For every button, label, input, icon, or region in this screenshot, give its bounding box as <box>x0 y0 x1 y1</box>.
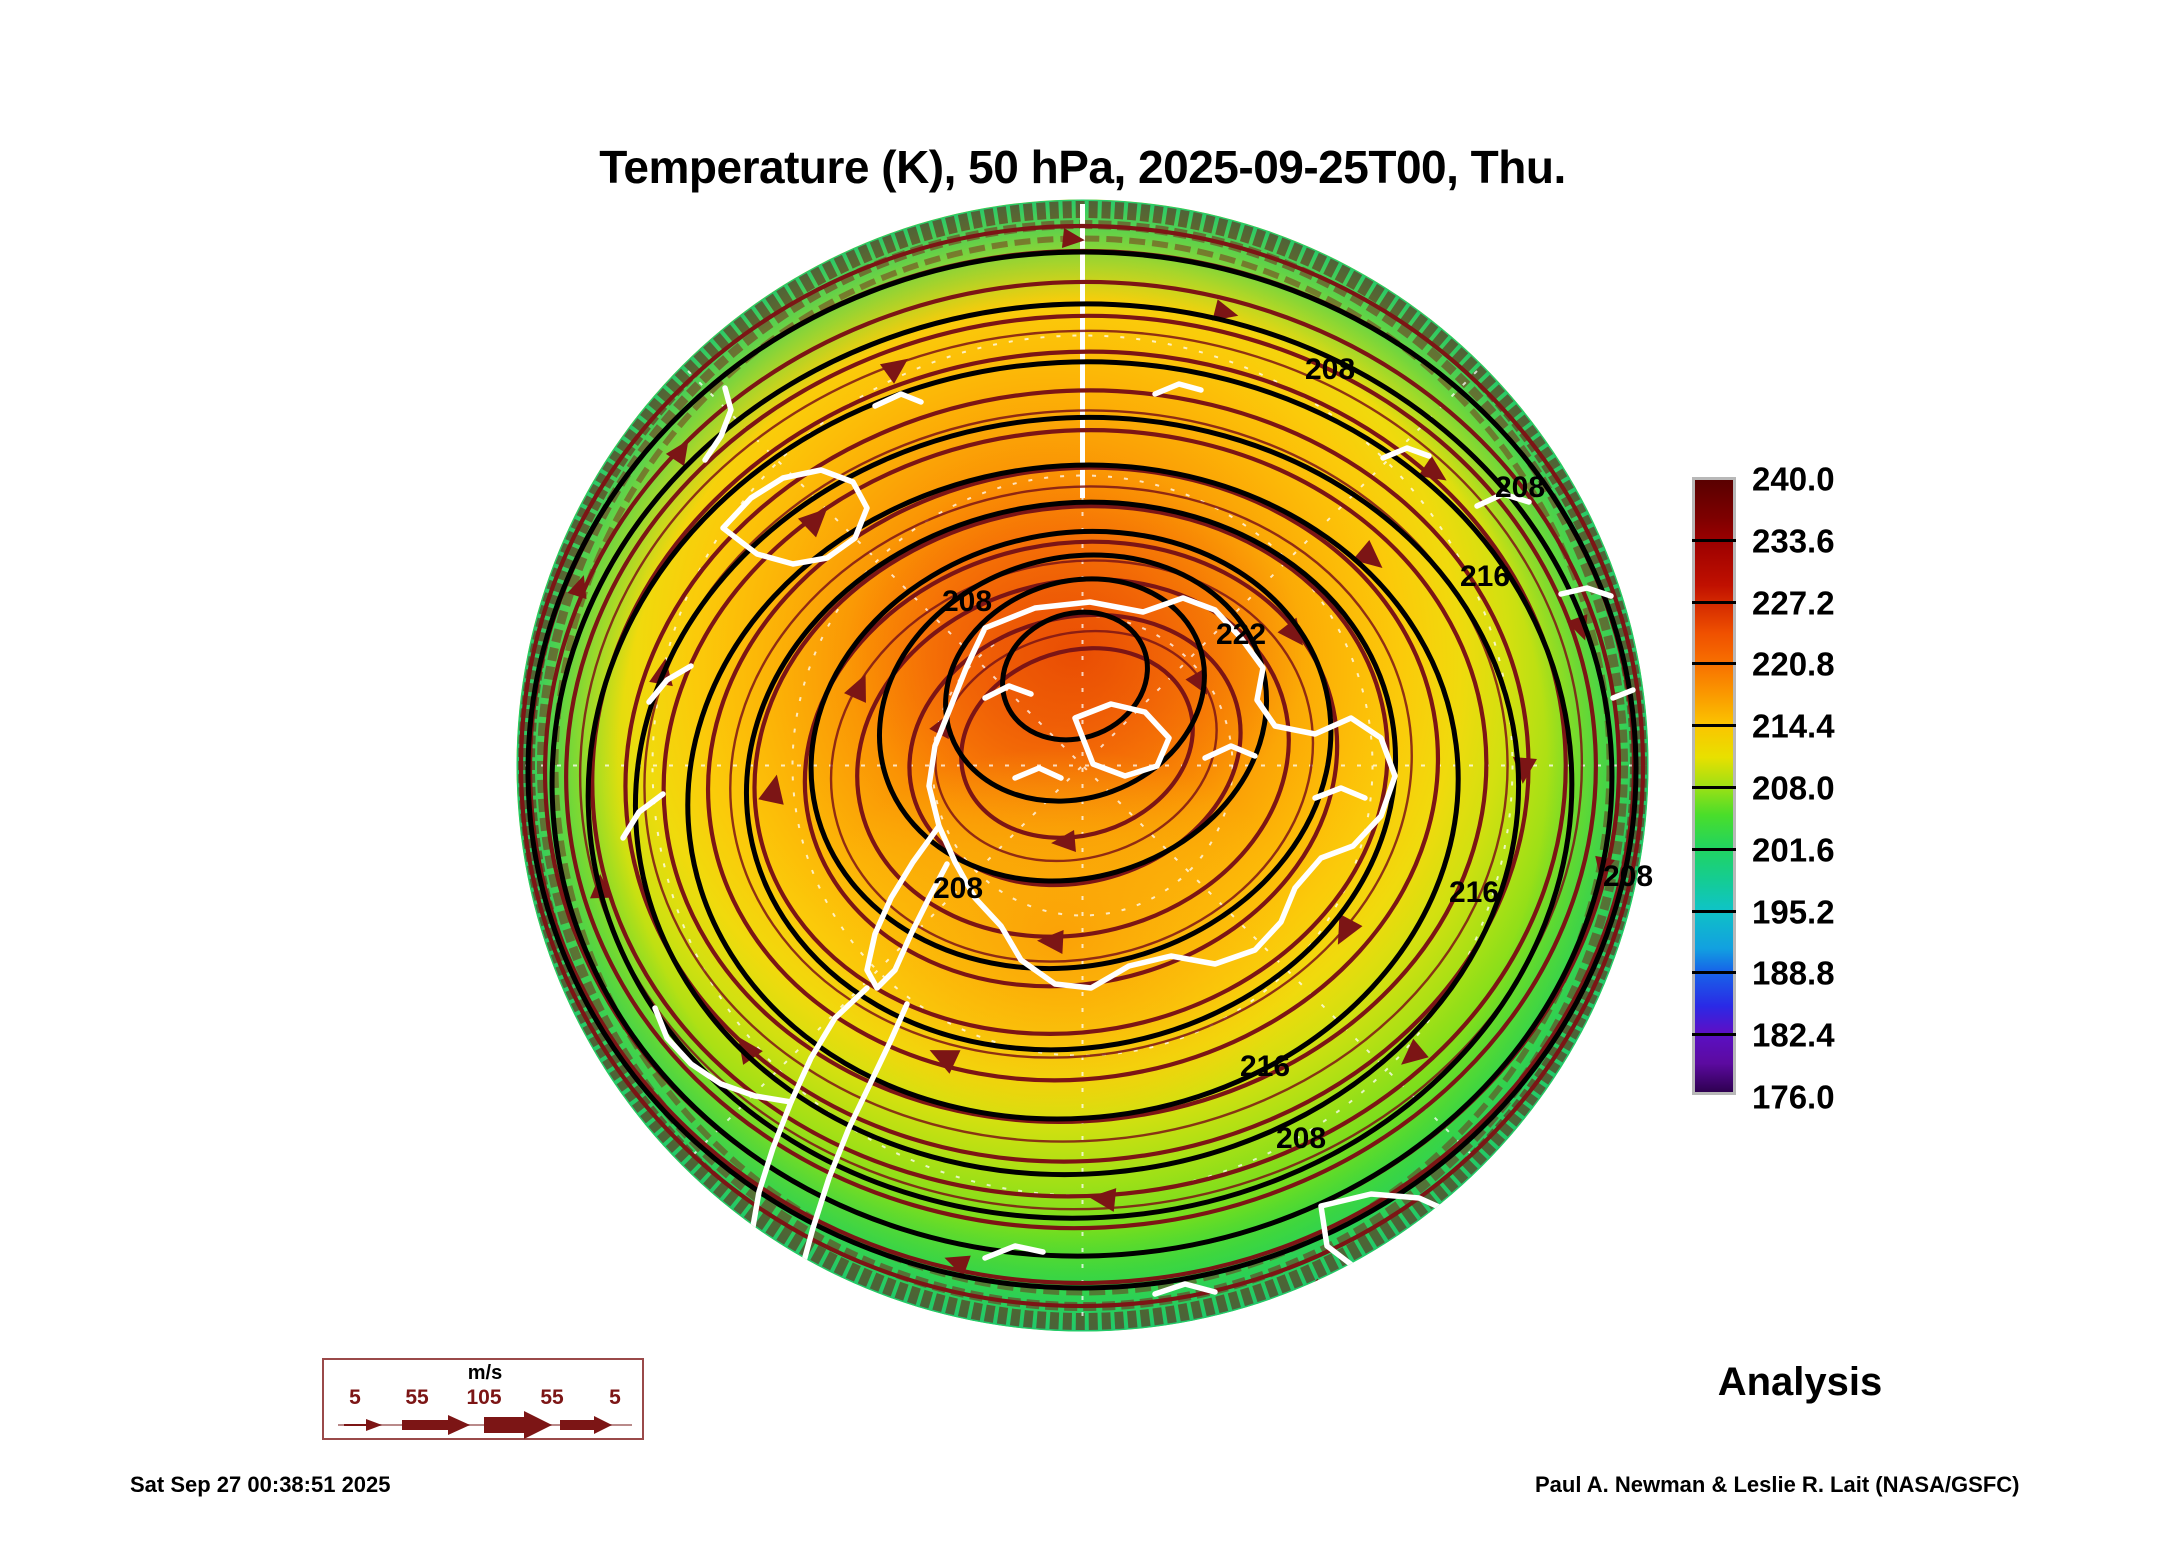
colorbar-tick-label: 214.4 <box>1752 707 1835 745</box>
wind-value-label: 5 <box>349 1386 361 1409</box>
analysis-label: Analysis <box>1717 1360 1883 1404</box>
author-credit: Paul A. Newman & Leslie R. Lait (NASA/GS… <box>1535 1472 2020 1497</box>
colorbar-tick <box>1692 600 1736 604</box>
colorbar-tick-label: 176.0 <box>1752 1078 1835 1116</box>
colorbar-labels: 240.0 233.6 227.2 220.8 214.4 208.0 201.6 195.2… <box>1752 463 1932 1114</box>
contour-label: 208 <box>1602 860 1654 893</box>
wind-unit-label: m/s <box>467 1362 503 1384</box>
colorbar-tick <box>1692 971 1736 975</box>
colorbar-tick-label: 182.4 <box>1752 1016 1835 1054</box>
page-title: Temperature (K), 50 hPa, 2025-09-25T00, … <box>599 141 1566 193</box>
colorbar-tick-label: 240.0 <box>1752 460 1835 498</box>
temperature-contours <box>525 249 1639 1291</box>
wind-value-label: 55 <box>540 1386 564 1409</box>
polar-map: 208 208 216 222 208 208 216 208 216 208 <box>515 198 1654 1333</box>
colorbar-tick-label: 208.0 <box>1752 769 1835 807</box>
colorbar-tick <box>1692 786 1736 789</box>
contour-label: 222 <box>1215 618 1267 651</box>
wind-scale-legend: m/s 5 55 105 55 5 <box>322 1358 644 1440</box>
colorbar-tick <box>1692 724 1736 728</box>
contour-label: 208 <box>941 585 993 618</box>
colorbar-tick-label: 188.8 <box>1752 954 1835 992</box>
contour-label: 208 <box>1275 1122 1327 1155</box>
colorbar-tick <box>1692 662 1736 666</box>
contour-label: 216 <box>1459 560 1511 593</box>
colorbar-tick-label: 233.6 <box>1752 522 1835 560</box>
colorbar-tick-label: 227.2 <box>1752 584 1835 622</box>
wind-value-label: 55 <box>405 1386 429 1409</box>
colorbar-tick-label: 195.2 <box>1752 893 1835 931</box>
contour-label: 208 <box>1494 471 1546 504</box>
wind-arrow-samples <box>324 1410 646 1440</box>
colorbar-tick-label: 201.6 <box>1752 831 1835 869</box>
colorbar-tick <box>1692 847 1736 851</box>
contour-label: 208 <box>932 872 984 905</box>
wind-value-label: 105 <box>466 1386 502 1409</box>
wind-value-labels: 5 55 105 55 5 <box>324 1386 646 1410</box>
render-timestamp: Sat Sep 27 00:38:51 2025 <box>130 1472 391 1497</box>
cool-rim <box>516 199 1649 1332</box>
contour-label: 208 <box>1304 353 1356 386</box>
globe-disc <box>515 198 1650 1333</box>
colorbar-tick <box>1692 909 1736 913</box>
wind-streamlines-fine <box>578 329 1584 1211</box>
wind-value-label: 5 <box>609 1386 621 1409</box>
colorbar-ticks <box>1692 477 1736 1095</box>
contour-label: 216 <box>1239 1050 1291 1083</box>
colorbar-tick <box>1692 538 1736 542</box>
contour-label: 216 <box>1448 876 1500 909</box>
colorbar-tick-label: 220.8 <box>1752 645 1835 683</box>
colorbar-tick <box>1692 1033 1736 1037</box>
map-svg <box>516 199 1649 1332</box>
